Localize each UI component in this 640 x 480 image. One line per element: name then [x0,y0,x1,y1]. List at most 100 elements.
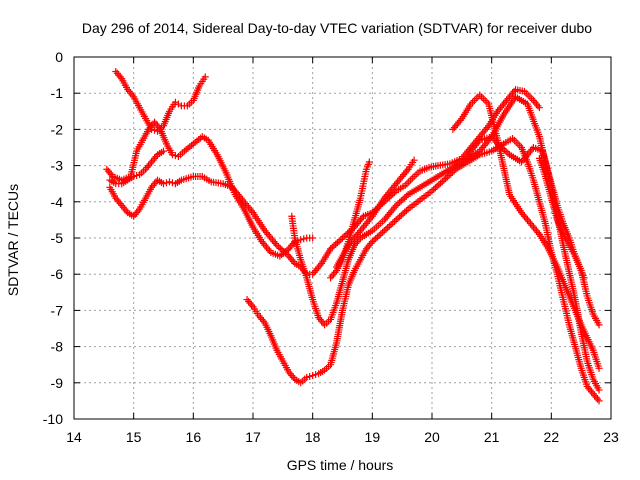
data-point [478,93,486,101]
data-point [368,238,376,246]
x-tick-label: 18 [305,429,321,445]
data-point [403,180,411,188]
data-point [280,247,288,255]
data-point [278,246,286,254]
y-tick-label: -7 [51,302,64,318]
data-point [380,227,388,235]
data-point [479,95,487,103]
data-point [431,184,439,192]
data-point [384,224,392,232]
data-points [103,67,603,405]
data-point [389,219,397,227]
data-point [526,93,534,101]
data-point [372,235,380,243]
y-tick-label: -10 [43,411,63,427]
data-point [407,176,415,184]
data-point [528,95,536,103]
data-point [445,171,453,179]
data-point [392,216,400,224]
y-tick-label: -8 [51,339,64,355]
data-point [165,178,173,186]
data-point [401,208,409,216]
x-tick-label: 20 [424,429,440,445]
series-track-h [333,156,418,271]
data-point [276,244,284,252]
axis-ticks [73,56,612,420]
data-point [365,158,373,166]
data-point [428,187,436,195]
x-tick-labels: 14 15 16 17 18 19 20 21 22 23 [66,429,619,445]
data-point [595,364,603,372]
data-point [595,397,603,405]
data-point [442,175,450,183]
data-point [373,233,381,241]
x-tick-label: 14 [66,429,82,445]
data-point [502,148,510,156]
data-point [281,249,289,257]
data-point [402,207,410,215]
data-point [499,145,507,153]
series-track-c [112,67,209,135]
data-point [300,235,308,243]
data-point [440,176,448,184]
y-tick-label: -3 [51,158,64,174]
data-point [328,243,336,251]
y-tick-labels: 0 -1 -2 -3 -4 -5 -6 -7 -8 -9 -10 [43,49,63,427]
data-point [535,104,543,112]
x-tick-label: 16 [186,429,202,445]
data-point [476,91,484,99]
data-point [160,180,167,188]
data-point [402,192,410,200]
data-point [437,179,445,187]
series-track-i [449,91,603,372]
data-point [160,147,167,155]
data-point [396,213,404,221]
data-point [375,231,383,239]
x-tick-label: 17 [245,429,261,445]
data-point [497,143,505,151]
series-track-d [106,147,167,188]
data-point [385,222,393,230]
y-axis-label: SDTVAR / TECUs [5,184,21,296]
data-point [382,225,390,233]
data-point [595,321,603,329]
data-point [333,239,341,247]
data-point [438,178,446,186]
data-point [399,210,407,218]
data-point [312,371,320,379]
data-point [392,201,400,209]
x-tick-label: 21 [484,429,500,445]
data-point [595,386,603,394]
y-tick-label: -5 [51,230,64,246]
data-point [148,125,156,133]
data-point [306,372,314,380]
data-point [514,140,522,148]
y-tick-label: -6 [51,266,64,282]
data-point [309,372,317,380]
data-point [397,197,405,205]
data-point [481,96,489,104]
data-point [201,73,209,81]
data-point [433,182,441,190]
data-point [335,237,343,245]
data-point [399,195,407,203]
data-point [435,181,443,189]
data-point [273,241,281,249]
data-point [401,194,409,202]
y-tick-label: -4 [51,194,64,210]
data-point [408,174,416,182]
x-axis-label: GPS time / hours [287,457,394,473]
chart-title: Day 296 of 2014, Sidereal Day-to-day VTE… [82,20,592,36]
y-tick-label: -9 [51,375,64,391]
data-point [370,236,378,244]
data-point [337,236,345,244]
data-point [340,232,348,240]
data-point [168,151,176,159]
data-point [443,173,451,181]
data-point [396,198,404,206]
data-point [330,242,338,250]
data-point [472,95,480,103]
data-point [387,221,395,229]
